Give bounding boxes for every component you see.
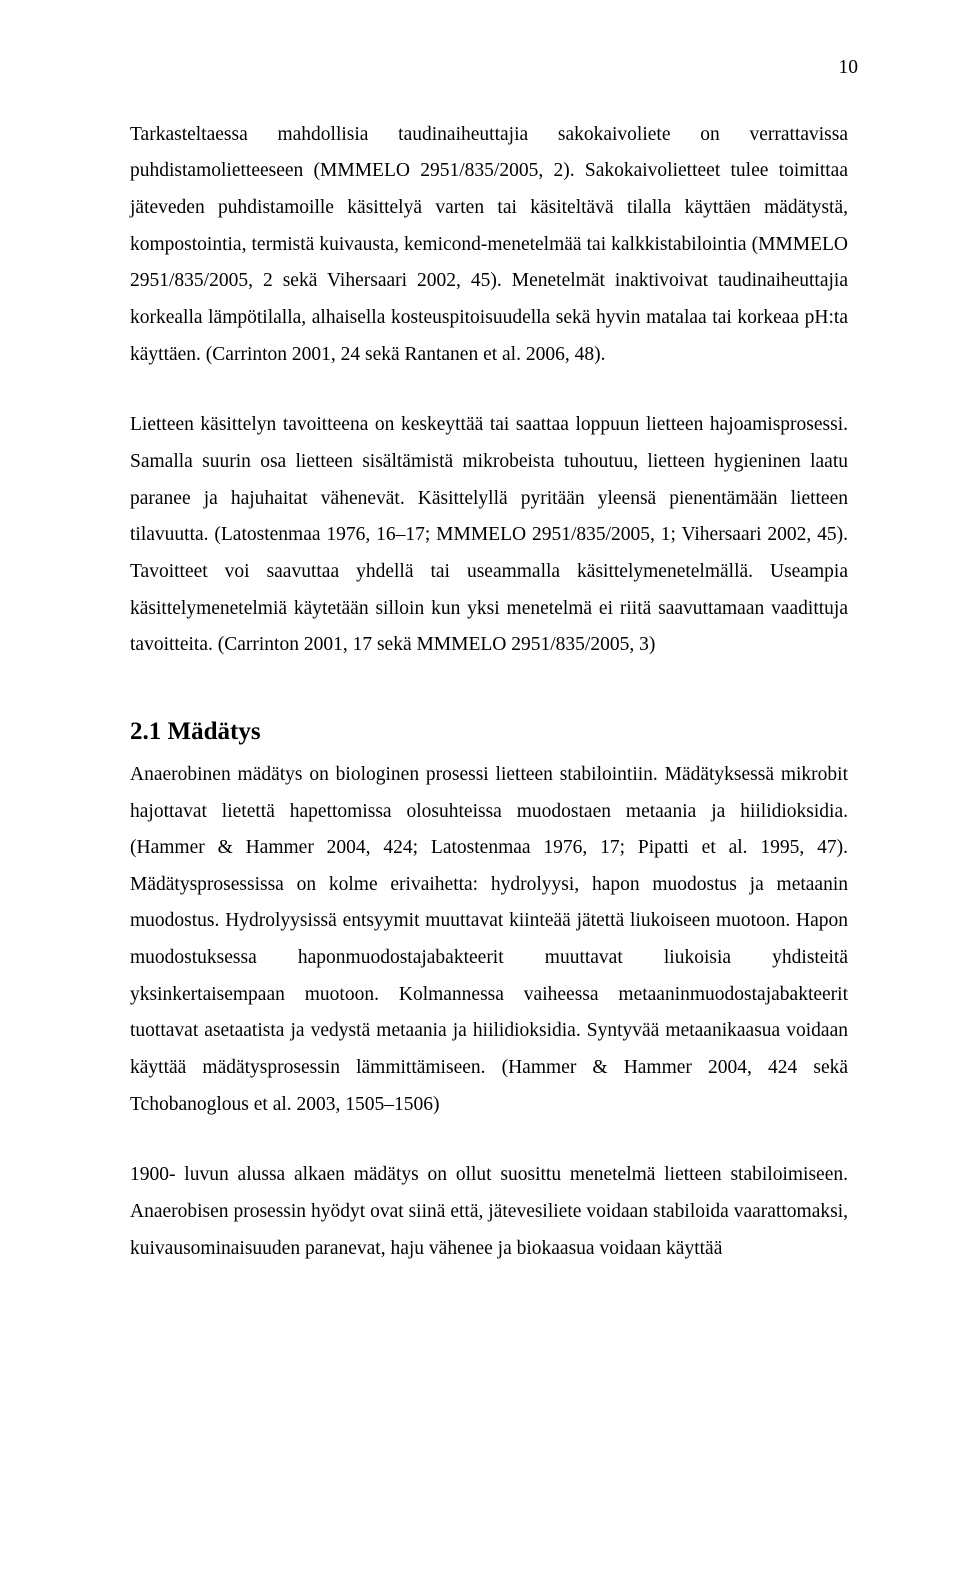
document-page: 10 Tarkasteltaessa mahdollisia taudinaih… [0,0,960,1571]
section-heading: 2.1 Mädätys [130,708,848,755]
paragraph-3: Anaerobinen mädätys on biologinen proses… [130,757,848,1124]
paragraph-2: Lietteen käsittelyn tavoitteena on keske… [130,407,848,664]
paragraph-1: Tarkasteltaessa mahdollisia taudinaiheut… [130,117,848,374]
page-number: 10 [130,50,858,87]
paragraph-4: 1900- luvun alussa alkaen mädätys on oll… [130,1157,848,1267]
